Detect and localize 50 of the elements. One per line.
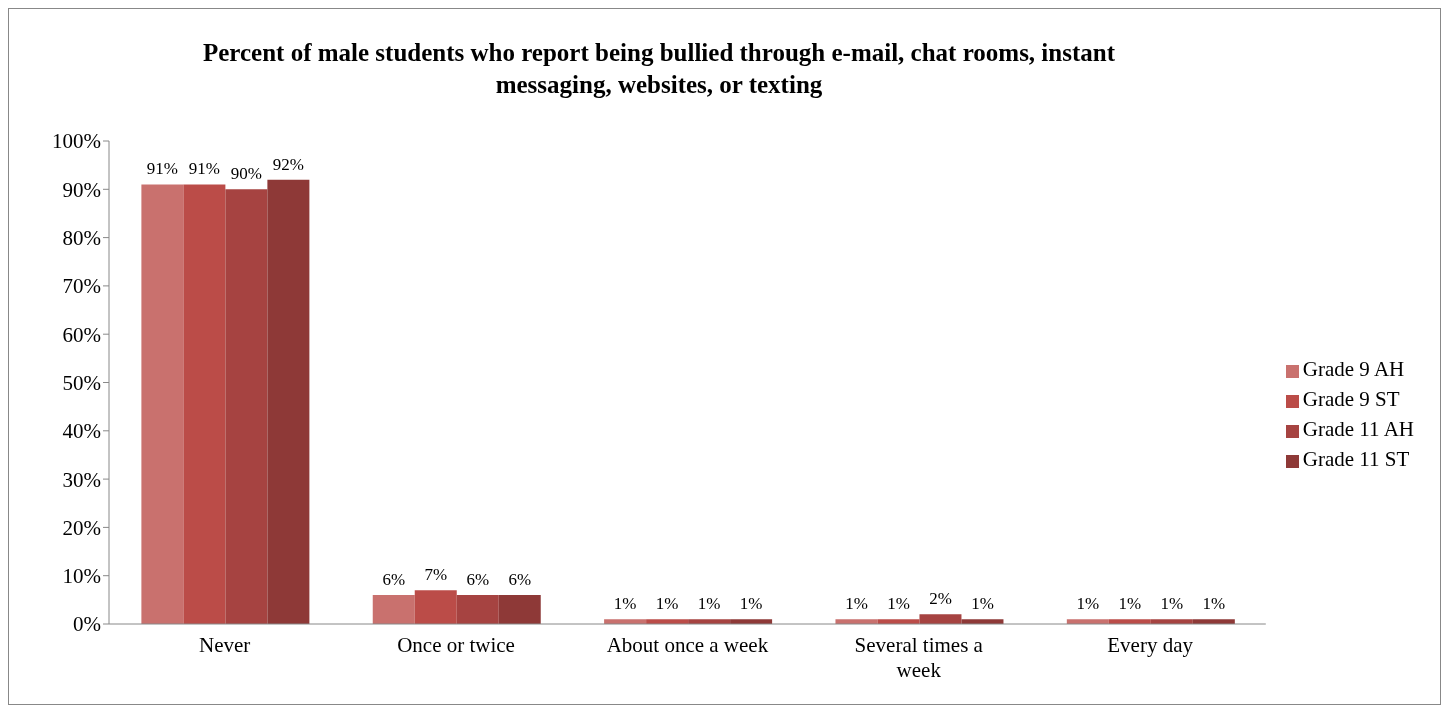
data-label: 1%: [1202, 594, 1226, 614]
bar: [498, 595, 541, 624]
data-label: 90%: [230, 164, 262, 184]
y-tick-label: 0%: [73, 612, 101, 637]
y-tick-label: 30%: [62, 467, 101, 492]
data-label: 1%: [1076, 594, 1100, 614]
x-tick-label: Once or twice: [397, 633, 515, 657]
bar: [372, 595, 415, 624]
y-tick-label: 60%: [62, 322, 101, 347]
data-label: 1%: [655, 594, 679, 614]
data-label: 1%: [971, 594, 994, 614]
chart-title: Percent of male students who report being bullied through e-mail, chat rooms, instant messaging, websites, or texting: [201, 38, 1116, 100]
data-label: 1%: [887, 594, 910, 614]
data-label: 6%: [466, 570, 490, 590]
data-label: 2%: [929, 589, 952, 609]
legend-label: Grade 9 AH: [1302, 357, 1405, 381]
y-tick-label: 90%: [62, 177, 101, 202]
bar: [919, 614, 962, 624]
data-label: 92%: [272, 154, 304, 174]
y-tick-label: 40%: [62, 419, 101, 444]
data-label: 1%: [697, 594, 721, 614]
y-tick-label: 20%: [62, 515, 101, 540]
bar: [456, 595, 499, 624]
x-tick-label: About once a week: [606, 633, 769, 657]
y-tick-label: 50%: [62, 370, 101, 395]
x-tick-label: Never: [199, 633, 251, 657]
x-tick-label: Every day: [1107, 633, 1194, 657]
data-label: 7%: [424, 565, 448, 585]
data-label: 1%: [739, 594, 763, 614]
bar: [267, 179, 310, 624]
data-label: 6%: [508, 570, 532, 590]
legend-label: Grade 9 ST: [1302, 387, 1400, 411]
data-label: 1%: [1160, 594, 1184, 614]
bar: [183, 184, 226, 624]
data-label: 91%: [188, 159, 220, 179]
data-label: 6%: [382, 570, 406, 590]
y-tick-label: 70%: [62, 274, 101, 299]
bar: [141, 184, 184, 624]
data-label: 1%: [845, 594, 868, 614]
bar: [414, 590, 457, 624]
y-tick-label: 100%: [52, 129, 101, 154]
legend-label: Grade 11 ST: [1302, 447, 1410, 471]
data-label: 1%: [613, 594, 637, 614]
legend-label: Grade 11 AH: [1302, 417, 1414, 441]
data-label: 91%: [146, 159, 178, 179]
y-tick-label: 10%: [62, 564, 101, 589]
x-tick-label: Several times a week: [854, 633, 984, 682]
data-label: 1%: [1118, 594, 1142, 614]
y-tick-label: 80%: [62, 226, 101, 251]
bar: [225, 189, 268, 624]
